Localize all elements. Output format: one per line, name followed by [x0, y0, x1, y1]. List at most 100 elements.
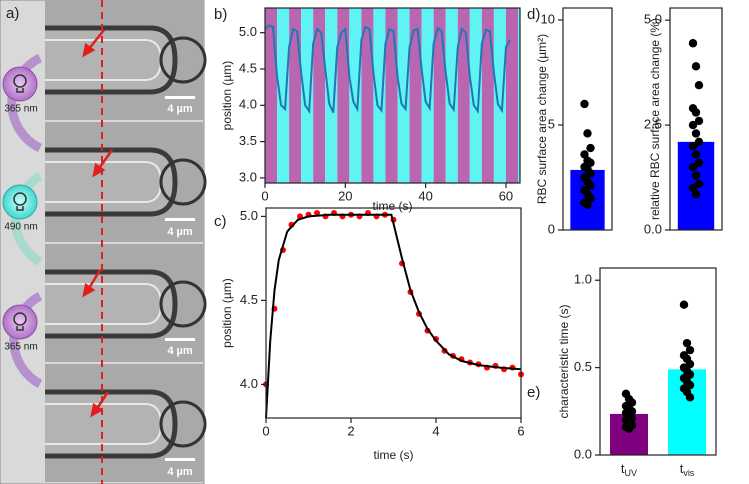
data-point	[694, 158, 704, 168]
data-point	[691, 62, 701, 71]
wavelength-label: 365 nm	[4, 342, 37, 353]
data-point	[314, 210, 320, 217]
x-tick-label: tvis	[680, 461, 695, 478]
y-tick-label: 2.5	[644, 117, 662, 132]
band	[409, 8, 422, 183]
data-point	[691, 171, 701, 180]
y-tick-label: 3.5	[239, 133, 257, 148]
band	[457, 8, 470, 183]
plot-frame	[599, 267, 717, 456]
y-tick-label: 0.0	[644, 221, 662, 236]
scale-bar-label: 4 µm	[167, 103, 193, 115]
band	[505, 8, 518, 183]
x-tick-label: 6	[517, 423, 524, 438]
data-point	[691, 129, 701, 138]
data-point	[694, 116, 704, 126]
light-icons	[2, 53, 43, 388]
y-axis-label: relative RBC surface area change (%)	[648, 18, 662, 220]
band	[265, 8, 278, 183]
data-point	[586, 181, 595, 191]
x-axis-label: time (s)	[373, 199, 413, 213]
band	[469, 8, 482, 183]
chart: 4.0 4.5 5.0 0 2 4 6 time (s) position (µm) c)	[214, 207, 525, 462]
data-point	[583, 200, 592, 209]
panel-label: a)	[6, 5, 19, 22]
data-point	[679, 300, 689, 309]
band	[445, 8, 458, 183]
chart: 0 5 10 RBC surface area change (µm²) d)	[527, 6, 613, 236]
data-point	[580, 150, 589, 159]
data-point	[685, 393, 695, 402]
x-tick-label: 0	[261, 188, 268, 203]
x-tick-label: 2	[347, 423, 354, 438]
x-tick-label: tUV	[621, 461, 637, 478]
band	[301, 8, 314, 183]
wavelength-label: 365 nm	[4, 104, 37, 115]
y-tick-label: 4.5	[239, 60, 257, 75]
data-point	[694, 137, 704, 147]
data-point	[580, 99, 589, 109]
panel-label: c)	[214, 213, 227, 230]
y-tick-label: 4.0	[239, 97, 257, 112]
wavelength-label: 490 nm	[4, 222, 37, 233]
data-point	[682, 338, 692, 348]
y-axis-label: RBC surface area change (µm²)	[535, 34, 549, 204]
y-tick-label: 0	[548, 221, 555, 236]
panel-label: e)	[527, 384, 540, 401]
panel-a: a) 365 nm 490 nm 365 nm 4 µm 4 µm 4 µm 4…	[0, 0, 207, 484]
chart: 3.0 3.5 4.0 4.5 5.0 0 20 40 60 time (s) position (…	[214, 6, 521, 213]
data-point	[685, 345, 695, 355]
band	[397, 8, 410, 183]
y-tick-label: 4.0	[240, 376, 258, 391]
plot-frame	[669, 7, 723, 231]
data-point	[694, 81, 704, 90]
band	[421, 8, 434, 183]
plot-frame	[265, 207, 522, 419]
plot-frame	[264, 7, 521, 184]
x-tick-label: 40	[418, 188, 432, 203]
scale-bar-label: 4 µm	[167, 466, 193, 478]
y-axis-label: characteristic time (s)	[557, 304, 571, 418]
band	[361, 8, 374, 183]
x-axis-label: time (s)	[374, 448, 414, 462]
data-point	[586, 143, 595, 153]
band	[349, 8, 362, 183]
band	[373, 8, 386, 183]
panel-label: d)	[527, 6, 540, 23]
data-point	[688, 120, 698, 130]
band	[313, 8, 326, 183]
data-line	[264, 24, 511, 115]
y-tick-label: 3.0	[239, 169, 257, 184]
plot-frame	[562, 7, 613, 231]
data-point	[691, 108, 701, 117]
data-point	[688, 39, 698, 48]
y-tick-label: 4.5	[240, 292, 258, 307]
y-tick-label: 0.0	[574, 446, 592, 461]
band	[337, 8, 350, 183]
data-point	[624, 424, 634, 433]
data-point	[691, 150, 701, 159]
y-tick-label: 5.0	[239, 24, 257, 39]
data-point	[691, 190, 701, 199]
y-tick-label: 10	[541, 11, 555, 26]
y-axis-label: position (µm)	[220, 278, 234, 348]
chart: tUV tvis 0.0 0.5 1.0 characteristic time (s) e…	[527, 267, 717, 478]
scale-bars	[165, 96, 195, 461]
data-point	[586, 169, 595, 178]
band	[289, 8, 302, 183]
y-tick-label: 0.5	[574, 359, 592, 374]
band	[277, 8, 290, 183]
panel-label: b)	[214, 6, 227, 23]
y-tick-label: 5	[548, 116, 555, 131]
scale-bar-label: 4 µm	[167, 226, 193, 238]
y-tick-label: 5.0	[644, 12, 662, 27]
scale-bar-label: 4 µm	[167, 345, 193, 357]
y-axis-label: position (µm)	[220, 61, 234, 131]
x-tick-label: 20	[338, 188, 352, 203]
y-tick-label: 5.0	[240, 208, 258, 223]
data-point	[694, 179, 704, 189]
data-point	[583, 129, 592, 138]
data-point	[586, 194, 595, 203]
x-tick-label: 4	[432, 423, 439, 438]
